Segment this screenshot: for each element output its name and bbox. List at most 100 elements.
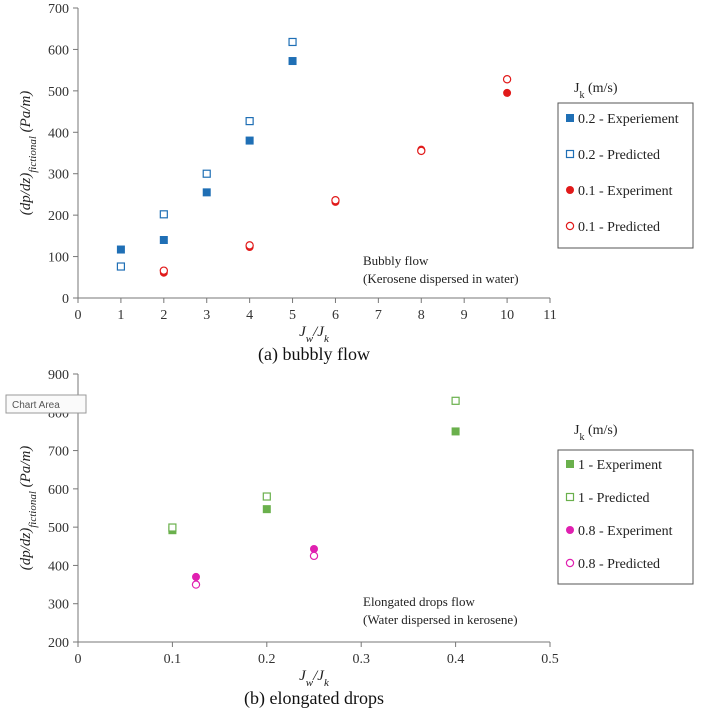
- x-tick-label: 5: [289, 308, 296, 323]
- chart-a-marks: [116, 37, 512, 277]
- data-point-series-1: [116, 262, 126, 271]
- x-tick-label: 0: [75, 308, 82, 323]
- data-point-series-1: [202, 169, 211, 178]
- data-point-series-3: [502, 75, 512, 84]
- x-tick-label: 3: [203, 308, 210, 323]
- data-point-series-3: [159, 266, 169, 275]
- legend-marker-1: [565, 492, 575, 502]
- y-tick-label: 300: [48, 598, 69, 613]
- chart-a-annotation-line1: Bubbly flow: [363, 253, 429, 268]
- chart-a-annotation-line2: (Kerosene dispersed in water): [363, 271, 519, 286]
- legend-marker-2: [566, 186, 574, 194]
- x-tick-label: 10: [500, 308, 514, 323]
- data-point-series-1: [451, 396, 460, 405]
- y-tick-label: 500: [48, 521, 69, 536]
- x-tick-label: 11: [543, 308, 556, 323]
- data-point-series-3: [191, 580, 201, 589]
- data-point-series-0: [159, 236, 168, 244]
- y-tick-label: 300: [48, 168, 69, 183]
- chart-a-ylabel: (dp/dz)fictional (Pa/m): [18, 91, 39, 216]
- chart-a-xticks: 0 1 2 3 4 5 6 7 8 9 10 11: [75, 298, 557, 323]
- chart-a[interactable]: 0 100 200 300 400 500 600 700 0 1 2 3 4 5 6 7 8 9 10 11 (d…: [18, 2, 694, 365]
- data-point-series-2: [192, 572, 200, 581]
- y-tick-label: 200: [48, 209, 69, 224]
- data-point-series-1: [262, 492, 271, 501]
- chart-a-plot-area: [78, 8, 550, 298]
- chart-b-annotation-line2: (Water dispersed in kerosene): [363, 612, 518, 627]
- x-tick-label: 0.3: [352, 652, 370, 667]
- y-tick-label: 400: [48, 559, 69, 574]
- chart-a-caption: (a) bubbly flow: [258, 344, 370, 365]
- x-tick-label: 0: [75, 652, 82, 667]
- chart-b-annotation-line1: Elongated drops flow: [363, 594, 476, 609]
- chart-b-caption: (b) elongated drops: [244, 688, 384, 709]
- chart-a-legend-title: Jk (m/s): [574, 81, 618, 101]
- data-point-series-3: [309, 551, 319, 561]
- x-tick-label: 1: [117, 308, 124, 323]
- x-tick-label: 0.4: [447, 652, 465, 667]
- y-tick-label: 500: [48, 85, 69, 100]
- x-tick-label: 7: [375, 308, 382, 323]
- chart-b-legend-entries: 1 - Experiment 1 - Predicted 0.8 - Experim…: [565, 458, 673, 572]
- data-point-series-0: [288, 57, 297, 66]
- data-point-series-0: [451, 427, 460, 436]
- y-tick-label: 900: [48, 368, 69, 383]
- legend-marker-2: [566, 526, 574, 534]
- y-tick-label: 600: [48, 483, 69, 498]
- data-point-series-3: [245, 241, 254, 250]
- data-point-series-2: [503, 88, 512, 97]
- x-tick-label: 0.1: [164, 652, 182, 667]
- y-tick-label: 100: [48, 251, 69, 266]
- chart-b-ylabel: (dp/dz)fictional (Pa/m): [18, 446, 39, 571]
- x-tick-label: 8: [418, 308, 425, 323]
- data-point-series-0: [262, 505, 271, 514]
- chart-a-legend-entries: 0.2 - Experiement 0.2 - Predicted 0.1 - Ex…: [565, 112, 679, 235]
- chart-a-xlabel: Jw/Jk: [299, 324, 330, 345]
- data-point-series-3: [417, 146, 426, 156]
- chart-b-legend-title: Jk (m/s): [574, 423, 618, 443]
- x-tick-label: 0.2: [258, 652, 276, 667]
- x-tick-label: 0.5: [541, 652, 559, 667]
- x-tick-label: 9: [461, 308, 468, 323]
- data-point-series-1: [159, 210, 168, 219]
- y-tick-label: 700: [48, 2, 69, 17]
- y-tick-label: 600: [48, 43, 69, 58]
- data-point-series-1: [168, 523, 177, 532]
- legend-label-2: 0.1 - Experiment: [578, 184, 673, 199]
- data-point-series-1: [245, 116, 254, 126]
- chart-area-tooltip: Chart Area: [5, 394, 87, 414]
- data-point-series-0: [202, 188, 211, 197]
- legend-label-1: 0.2 - Predicted: [578, 148, 660, 163]
- chart-b-xlabel: Jw/Jk: [299, 668, 330, 689]
- legend-label-1: 1 - Predicted: [578, 491, 650, 506]
- chart-b-xticks: 0 0.1 0.2 0.3 0.4 0.5: [75, 642, 559, 667]
- chart-b-axes: [77, 374, 550, 643]
- x-tick-label: 2: [160, 308, 167, 323]
- data-point-series-3: [331, 196, 340, 205]
- legend-marker-0: [566, 460, 574, 468]
- legend-marker-3: [565, 558, 575, 568]
- legend-label-3: 0.8 - Predicted: [578, 557, 660, 572]
- legend-label-2: 0.8 - Experiment: [578, 524, 673, 539]
- x-tick-label: 4: [246, 308, 253, 323]
- chart-b-plot-area: [78, 374, 550, 642]
- y-tick-label: 700: [48, 445, 69, 460]
- data-point-series-2: [310, 544, 318, 553]
- legend-marker-3: [565, 221, 575, 231]
- legend-label-0: 0.2 - Experiement: [578, 112, 679, 127]
- x-tick-label: 6: [332, 308, 339, 323]
- svg-text:Chart Area: Chart Area: [12, 400, 60, 411]
- chart-a-legend: [557, 102, 694, 249]
- chart-b-legend: [557, 449, 694, 585]
- legend-label-0: 1 - Experiment: [578, 458, 662, 473]
- legend-marker-0: [566, 114, 574, 122]
- data-point-series-0: [245, 136, 254, 145]
- data-point-series-1: [288, 37, 297, 47]
- y-tick-label: 0: [62, 292, 69, 307]
- chart-a-axes: [77, 8, 550, 299]
- y-tick-label: 400: [48, 126, 69, 141]
- chart-b-marks: [168, 396, 460, 589]
